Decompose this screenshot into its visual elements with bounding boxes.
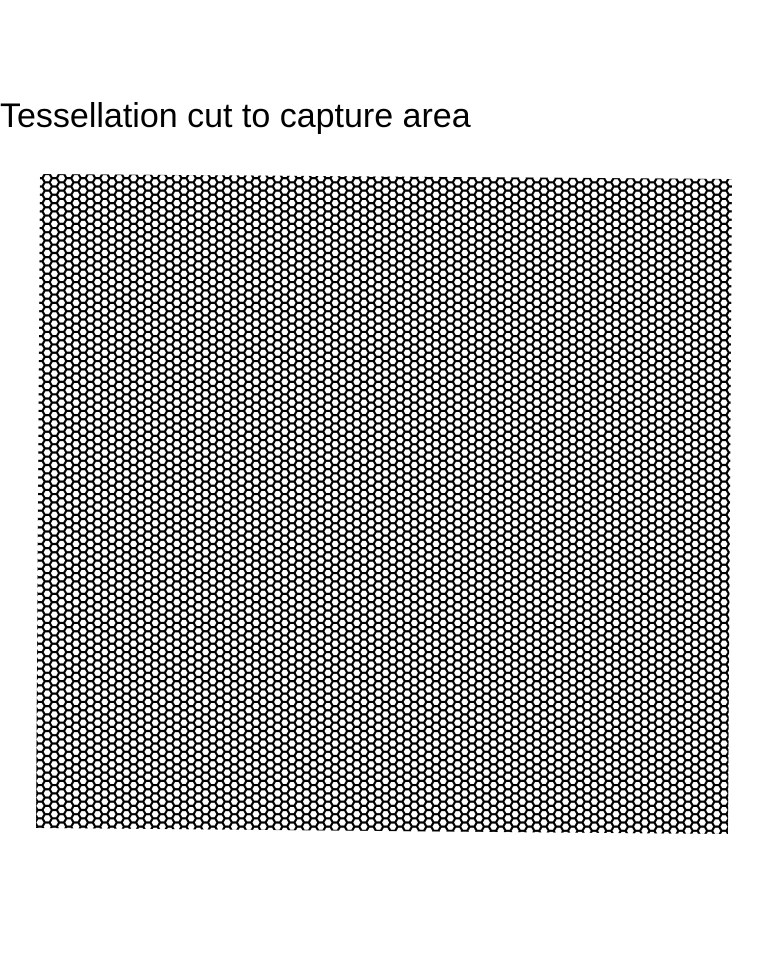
hexagon-cells: [36, 174, 732, 834]
hexagon-grid: [36, 174, 732, 834]
plot-title: Tessellation cut to capture area: [0, 97, 471, 135]
